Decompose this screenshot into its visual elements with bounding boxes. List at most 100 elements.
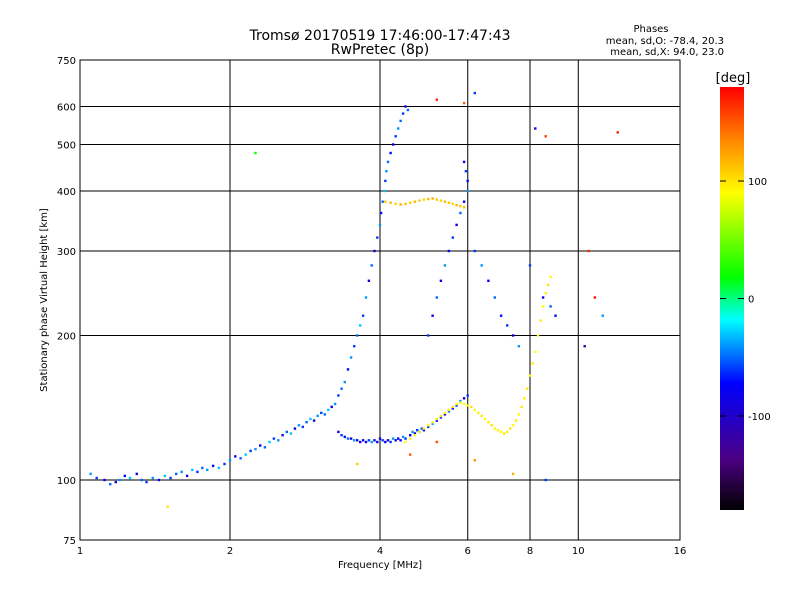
data-point [422, 429, 426, 432]
x-tick-label: 6 [465, 546, 471, 557]
data-point [384, 179, 387, 183]
data-point [356, 334, 359, 337]
data-point [528, 374, 532, 377]
data-point [370, 264, 373, 267]
data-point [359, 440, 362, 444]
data-point [431, 422, 434, 425]
data-point [539, 319, 542, 322]
data-point [359, 324, 362, 327]
data-point [385, 170, 388, 173]
data-point [272, 437, 276, 440]
data-point [422, 198, 426, 201]
data-point [249, 449, 252, 453]
data-point [462, 160, 466, 164]
data-point [544, 292, 547, 295]
data-point [293, 427, 297, 430]
data-point [470, 405, 473, 409]
data-point [427, 425, 430, 429]
data-point [435, 296, 438, 299]
data-point [145, 480, 148, 484]
data-point [466, 179, 469, 183]
data-point [103, 478, 106, 482]
data-point [418, 430, 421, 434]
data-point [443, 413, 447, 416]
data-point [305, 421, 308, 424]
data-point [427, 424, 430, 427]
data-point [451, 405, 454, 409]
data-point [349, 356, 353, 359]
data-point [327, 408, 330, 412]
data-point [459, 399, 462, 403]
data-point [493, 296, 496, 299]
data-point [435, 417, 438, 421]
data-point [343, 435, 346, 439]
data-point [89, 472, 92, 476]
data-point [418, 199, 421, 202]
data-point [367, 439, 371, 442]
data-point [297, 424, 301, 427]
data-point [443, 264, 447, 267]
data-point [394, 202, 397, 206]
data-point [383, 189, 386, 193]
data-point [506, 324, 509, 327]
data-point [443, 200, 447, 203]
data-point [361, 314, 365, 317]
stats-o-mode: mean, sd,O: -78.4, 20.3 [606, 36, 724, 47]
data-point [259, 444, 262, 447]
data-point [517, 345, 521, 348]
data-point [451, 236, 454, 239]
data-point [583, 345, 586, 348]
data-point [431, 314, 434, 317]
data-point [549, 305, 552, 308]
data-point [394, 135, 397, 138]
data-point [373, 439, 376, 442]
data-point [244, 453, 247, 456]
data-point [480, 264, 483, 267]
data-point [462, 206, 466, 209]
data-point [157, 478, 161, 482]
data-point [378, 223, 382, 227]
data-point [455, 203, 458, 207]
data-point [422, 427, 426, 430]
data-point [384, 440, 387, 444]
data-point [151, 476, 154, 480]
data-point [404, 105, 407, 108]
data-point [401, 435, 405, 439]
y-tick-label: 600 [57, 103, 76, 114]
plot-grid [79, 59, 681, 541]
y-tick-label: 300 [57, 247, 76, 258]
data-point [309, 417, 312, 421]
data-point [404, 437, 407, 440]
data-point [394, 439, 397, 442]
data-point [447, 201, 451, 204]
data-point [169, 476, 172, 480]
data-point [466, 189, 469, 193]
data-point [473, 459, 476, 462]
stats-heading: Phases [633, 24, 668, 35]
data-point [413, 434, 417, 437]
data-point [413, 200, 417, 203]
data-point [367, 279, 371, 282]
data-point [397, 437, 400, 440]
data-point [337, 394, 340, 397]
data-point [462, 200, 466, 203]
data-point [443, 411, 447, 415]
data-point [211, 464, 215, 468]
data-point [549, 275, 552, 279]
data-point [391, 143, 395, 146]
data-point [431, 421, 434, 424]
data-point [361, 439, 365, 442]
data-point [409, 201, 412, 204]
data-point [509, 427, 512, 430]
data-point [616, 131, 619, 134]
data-point [343, 380, 346, 384]
data-point [531, 362, 534, 365]
x-tick-label: 10 [572, 546, 585, 557]
data-point [201, 466, 204, 470]
data-point [404, 440, 407, 444]
data-point [123, 474, 126, 478]
data-point [409, 434, 412, 437]
data-point [234, 455, 237, 458]
scatter-points [89, 91, 619, 508]
